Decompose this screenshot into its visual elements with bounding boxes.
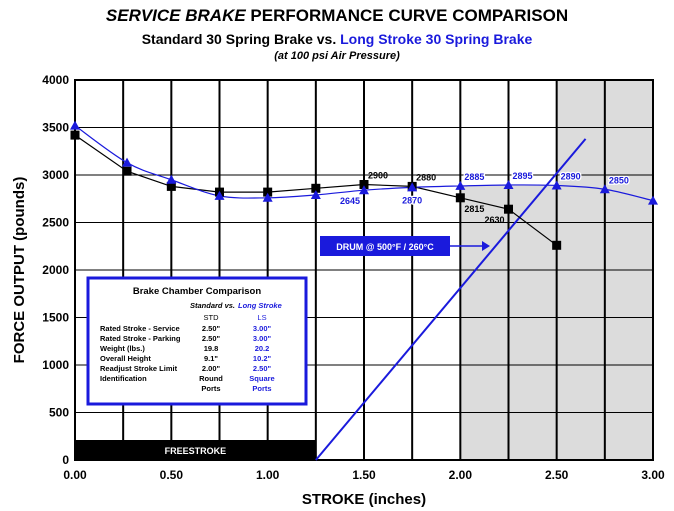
long-stroke-point-marker bbox=[407, 182, 418, 192]
standard-point-marker bbox=[263, 187, 273, 197]
inset-row-std: 2.00" bbox=[202, 364, 221, 373]
x-tick-label: 2.50 bbox=[545, 468, 569, 482]
inset-col-ls: LS bbox=[257, 313, 266, 322]
x-tick-label: 0.50 bbox=[160, 468, 184, 482]
data-label: 2895 bbox=[513, 171, 533, 181]
inset-row-std: 19.8 bbox=[204, 344, 219, 353]
long-stroke-point-marker bbox=[214, 190, 225, 200]
inset-row-std: Round bbox=[199, 374, 223, 383]
long-stroke-point-marker bbox=[599, 184, 610, 194]
long-stroke-point-marker bbox=[648, 195, 658, 205]
inset-row-ls: Ports bbox=[252, 384, 271, 393]
inset-row-label: Identification bbox=[100, 374, 147, 383]
inset-row-ls: 10.2" bbox=[253, 354, 272, 363]
y-tick-label: 2500 bbox=[42, 216, 69, 230]
drum-callout-box bbox=[320, 236, 450, 256]
inset-row-label: Readjust Stroke Limit bbox=[100, 364, 178, 373]
long-stroke-point-marker bbox=[262, 192, 273, 202]
data-label: 2630 bbox=[484, 215, 504, 225]
inset-row-label: Weight (lbs.) bbox=[100, 344, 145, 353]
y-tick-label: 1000 bbox=[42, 358, 69, 372]
y-tick-label: 1500 bbox=[42, 311, 69, 325]
inset-row-label: Rated Stroke - Parking bbox=[100, 334, 181, 343]
long-stroke-point-marker bbox=[122, 157, 133, 167]
inset-table-title: Brake Chamber Comparison bbox=[133, 286, 261, 297]
inset-col-std: STD bbox=[204, 313, 220, 322]
y-tick-label: 2000 bbox=[42, 263, 69, 277]
inset-row-ls: Square bbox=[249, 374, 274, 383]
standard-point-marker bbox=[504, 204, 513, 214]
inset-header-long-stroke: Long Stroke bbox=[238, 301, 282, 310]
chart-subtitle: Standard 30 Spring Brake vs. Long Stroke… bbox=[0, 31, 674, 47]
data-label: 2900 bbox=[368, 171, 388, 181]
inset-header-standard: Standard vs. bbox=[190, 301, 235, 310]
inset-row-ls: 3.00" bbox=[253, 324, 272, 333]
standard-point-marker bbox=[122, 166, 132, 176]
x-tick-label: 1.50 bbox=[352, 468, 376, 482]
plot-frame bbox=[74, 79, 654, 461]
subtitle-standard: Standard 30 Spring Brake vs. bbox=[141, 31, 341, 47]
inset-row-label: Overall Height bbox=[100, 354, 151, 363]
long-stroke-point-marker bbox=[503, 179, 514, 189]
long-stroke-point-marker bbox=[310, 189, 321, 199]
long-stroke-point-marker bbox=[166, 174, 177, 184]
y-tick-label: 0 bbox=[62, 453, 69, 467]
inset-row-ls: 3.00" bbox=[253, 334, 272, 343]
inset-row-std: 2.50" bbox=[202, 324, 221, 333]
y-tick-label: 3000 bbox=[42, 168, 69, 182]
inset-row-std: Ports bbox=[201, 384, 220, 393]
data-label: 2885 bbox=[464, 172, 484, 182]
data-label: 2890 bbox=[561, 171, 581, 181]
title-italic-part: SERVICE BRAKE bbox=[105, 6, 246, 25]
inset-row-label: Rated Stroke - Service bbox=[100, 324, 180, 333]
chart-title: SERVICE BRAKE PERFORMANCE CURVE COMPARIS… bbox=[0, 6, 674, 26]
x-tick-label: 0.00 bbox=[63, 468, 87, 482]
long-stroke-point-marker bbox=[70, 120, 80, 130]
y-tick-label: 4000 bbox=[42, 73, 69, 87]
standard-point-marker bbox=[359, 180, 369, 189]
freestroke-label: FREESTROKE bbox=[165, 446, 227, 456]
data-label: 2645 bbox=[340, 196, 360, 206]
data-label: 2815 bbox=[464, 204, 484, 214]
drum-callout-label: DRUM @ 500°F / 260°C bbox=[336, 242, 434, 252]
long-stroke-point-marker bbox=[551, 180, 562, 190]
x-tick-label: 1.00 bbox=[256, 468, 280, 482]
data-label: 2850 bbox=[609, 175, 629, 185]
standard-point-marker bbox=[70, 130, 80, 140]
drum-line bbox=[315, 138, 587, 461]
data-label: 2870 bbox=[402, 195, 422, 205]
x-tick-label: 3.00 bbox=[641, 468, 665, 482]
standard-point-marker bbox=[166, 181, 176, 191]
freestroke-bar bbox=[75, 440, 316, 460]
long-stroke-point-marker bbox=[455, 180, 466, 190]
y-tick-label: 500 bbox=[49, 406, 69, 420]
inset-row-ls: 20.2 bbox=[255, 344, 270, 353]
y-tick-label: 3500 bbox=[42, 121, 69, 135]
chart-condition-note: (at 100 psi Air Pressure) bbox=[274, 50, 400, 62]
y-axis-label: FORCE OUTPUT (pounds) bbox=[11, 177, 28, 364]
inset-table-frame bbox=[86, 276, 308, 406]
inset-row-std: 9.1" bbox=[204, 354, 218, 363]
inset-row-ls: 2.50" bbox=[253, 364, 272, 373]
standard-point-marker bbox=[552, 240, 562, 250]
subtitle-long-stroke: Long Stroke 30 Spring Brake bbox=[340, 31, 533, 47]
drum-arrowhead bbox=[482, 241, 490, 251]
x-axis-label: STROKE (inches) bbox=[302, 491, 426, 508]
standard-point-marker bbox=[311, 183, 321, 193]
standard-point-marker bbox=[455, 193, 465, 203]
data-label: 2880 bbox=[416, 172, 436, 182]
inset-row-std: 2.50" bbox=[202, 334, 221, 343]
x-tick-label: 2.00 bbox=[449, 468, 473, 482]
long-stroke-point-marker bbox=[359, 185, 369, 195]
title-rest: PERFORMANCE CURVE COMPARISON bbox=[245, 6, 569, 25]
